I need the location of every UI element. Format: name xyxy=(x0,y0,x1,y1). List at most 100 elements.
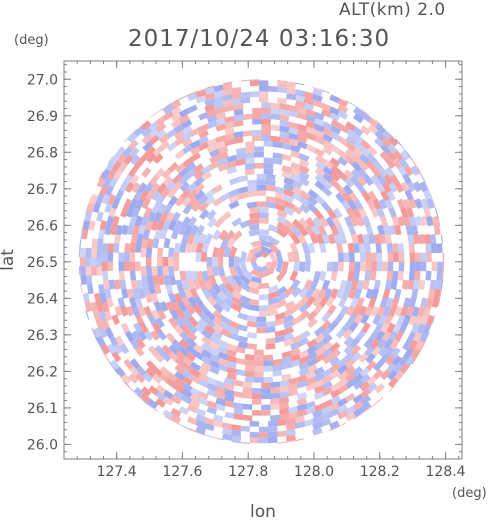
radar-cell xyxy=(206,138,218,147)
radar-cell xyxy=(307,189,319,200)
radar-cell xyxy=(204,188,216,199)
radar-cell xyxy=(279,402,290,410)
radar-cell xyxy=(228,332,240,341)
radar-cell xyxy=(155,384,167,395)
radar-cell xyxy=(361,322,371,334)
radar-cell xyxy=(345,411,357,422)
radar-cell xyxy=(102,270,109,281)
radar-cell xyxy=(311,224,321,236)
radar-cell xyxy=(168,256,174,267)
radar-cell xyxy=(185,161,197,172)
radar-cell xyxy=(189,361,201,372)
radar-cell xyxy=(189,127,201,137)
radar-cell xyxy=(233,131,244,139)
radar-cell xyxy=(290,341,301,351)
radar-cell xyxy=(293,261,300,273)
radar-cell xyxy=(146,247,153,258)
radar-cell xyxy=(290,359,301,368)
radar-cell xyxy=(143,182,154,194)
radar-cell xyxy=(217,256,224,267)
radar-cell xyxy=(268,235,280,246)
radar-cell xyxy=(418,157,428,168)
radar-cell xyxy=(381,136,392,148)
radar-cell xyxy=(431,216,440,227)
radar-cell xyxy=(78,310,84,321)
radar-cell xyxy=(418,279,426,290)
radar-cell xyxy=(217,151,229,160)
radar-cell xyxy=(400,207,409,218)
radar-cell xyxy=(136,279,144,290)
radar-cell xyxy=(314,111,325,121)
radar-cell xyxy=(135,338,146,350)
radar-cell xyxy=(420,215,428,227)
radar-cell xyxy=(142,283,151,295)
radar-cell xyxy=(350,215,360,227)
radar-cell xyxy=(263,354,274,361)
radar-cell xyxy=(356,297,365,308)
radar-cell xyxy=(283,314,295,324)
radar-cell xyxy=(275,270,287,283)
radar-cell xyxy=(288,132,299,141)
radar-cell xyxy=(198,141,209,151)
radar-cell xyxy=(240,448,250,454)
radar-cell xyxy=(233,120,244,127)
radar-cell xyxy=(105,185,114,197)
radar-cell xyxy=(242,392,253,399)
radar-cell xyxy=(133,190,143,201)
radar-cell xyxy=(344,155,356,166)
radar-cell xyxy=(108,279,116,290)
radar-cell xyxy=(198,129,209,139)
radar-cell xyxy=(209,148,220,158)
radar-cell xyxy=(107,252,114,262)
radar-cell xyxy=(244,250,254,262)
radar-cell xyxy=(115,146,126,157)
radar-cell xyxy=(256,185,267,191)
radar-cell xyxy=(140,247,147,258)
radar-cell xyxy=(382,261,388,272)
radar-cell xyxy=(425,297,434,308)
radar-cell xyxy=(394,370,405,381)
radar-cell xyxy=(173,242,181,253)
radar-cell xyxy=(319,270,327,282)
radar-cell xyxy=(212,316,223,327)
radar-cell xyxy=(353,288,362,300)
radar-cell xyxy=(107,193,117,205)
radar-cell xyxy=(275,261,284,273)
radar-cell xyxy=(167,292,177,304)
radar-cell xyxy=(296,112,308,121)
radar-cell xyxy=(250,449,260,455)
radar-cell xyxy=(347,242,355,253)
radar-cell xyxy=(259,69,269,75)
radar-cell xyxy=(269,261,278,274)
radar-cell xyxy=(258,437,269,444)
radar-cell xyxy=(256,316,267,323)
radar-cell xyxy=(363,337,374,349)
radar-cell xyxy=(189,224,199,236)
radar-cell xyxy=(320,108,332,118)
radar-cell xyxy=(429,234,437,244)
radar-cell xyxy=(276,209,288,219)
radar-cell xyxy=(155,195,165,206)
radar-cell xyxy=(391,215,400,227)
radar-cell xyxy=(397,270,404,281)
radar-cell xyxy=(256,174,267,180)
radar-cell xyxy=(283,332,294,341)
radar-cell xyxy=(375,330,386,342)
radar-cell xyxy=(213,442,224,445)
radar-cell xyxy=(78,301,81,312)
radar-cell xyxy=(292,218,303,230)
radar-cell xyxy=(374,137,385,148)
radar-cell xyxy=(276,227,288,238)
radar-cell xyxy=(231,92,242,100)
radar-cell xyxy=(431,297,440,308)
radar-cell xyxy=(404,189,414,201)
radar-cell xyxy=(167,351,179,362)
radar-cell xyxy=(329,106,340,116)
radar-cell xyxy=(358,352,369,364)
radar-cell xyxy=(79,257,86,267)
radar-cell xyxy=(162,396,174,407)
radar-cell xyxy=(95,193,105,205)
radar-cell xyxy=(281,350,292,359)
radar-cell xyxy=(170,426,182,436)
radar-cell xyxy=(142,372,153,383)
